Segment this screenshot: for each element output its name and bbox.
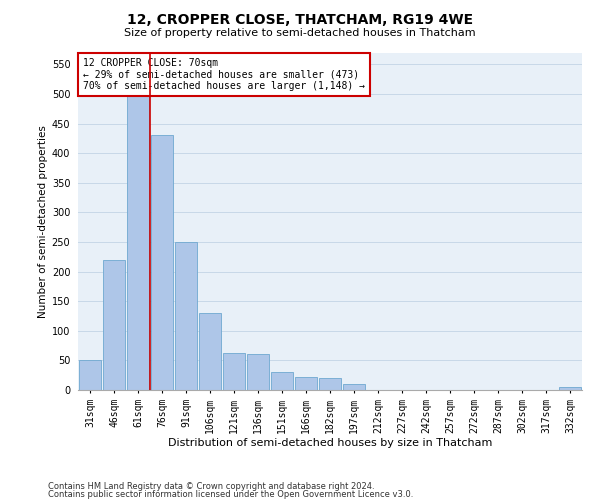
Text: 12, CROPPER CLOSE, THATCHAM, RG19 4WE: 12, CROPPER CLOSE, THATCHAM, RG19 4WE (127, 12, 473, 26)
Bar (559, 387, 581, 390)
Bar (127, 88, 149, 390)
Bar (103, 260, 125, 390)
Bar (79, 360, 101, 390)
Text: 12 CROPPER CLOSE: 70sqm
← 29% of semi-detached houses are smaller (473)
70% of s: 12 CROPPER CLOSE: 70sqm ← 29% of semi-de… (83, 58, 365, 91)
Bar (223, 354, 245, 390)
Bar (247, 354, 269, 390)
Bar (343, 384, 365, 390)
X-axis label: Distribution of semi-detached houses by size in Thatcham: Distribution of semi-detached houses by … (168, 438, 492, 448)
Bar (271, 372, 293, 390)
Bar (319, 378, 341, 390)
Text: Contains HM Land Registry data © Crown copyright and database right 2024.: Contains HM Land Registry data © Crown c… (48, 482, 374, 491)
Bar (175, 242, 197, 390)
Text: Contains public sector information licensed under the Open Government Licence v3: Contains public sector information licen… (48, 490, 413, 499)
Bar (199, 313, 221, 390)
Bar (151, 136, 173, 390)
Y-axis label: Number of semi-detached properties: Number of semi-detached properties (38, 125, 47, 318)
Bar (295, 377, 317, 390)
Text: Size of property relative to semi-detached houses in Thatcham: Size of property relative to semi-detach… (124, 28, 476, 38)
